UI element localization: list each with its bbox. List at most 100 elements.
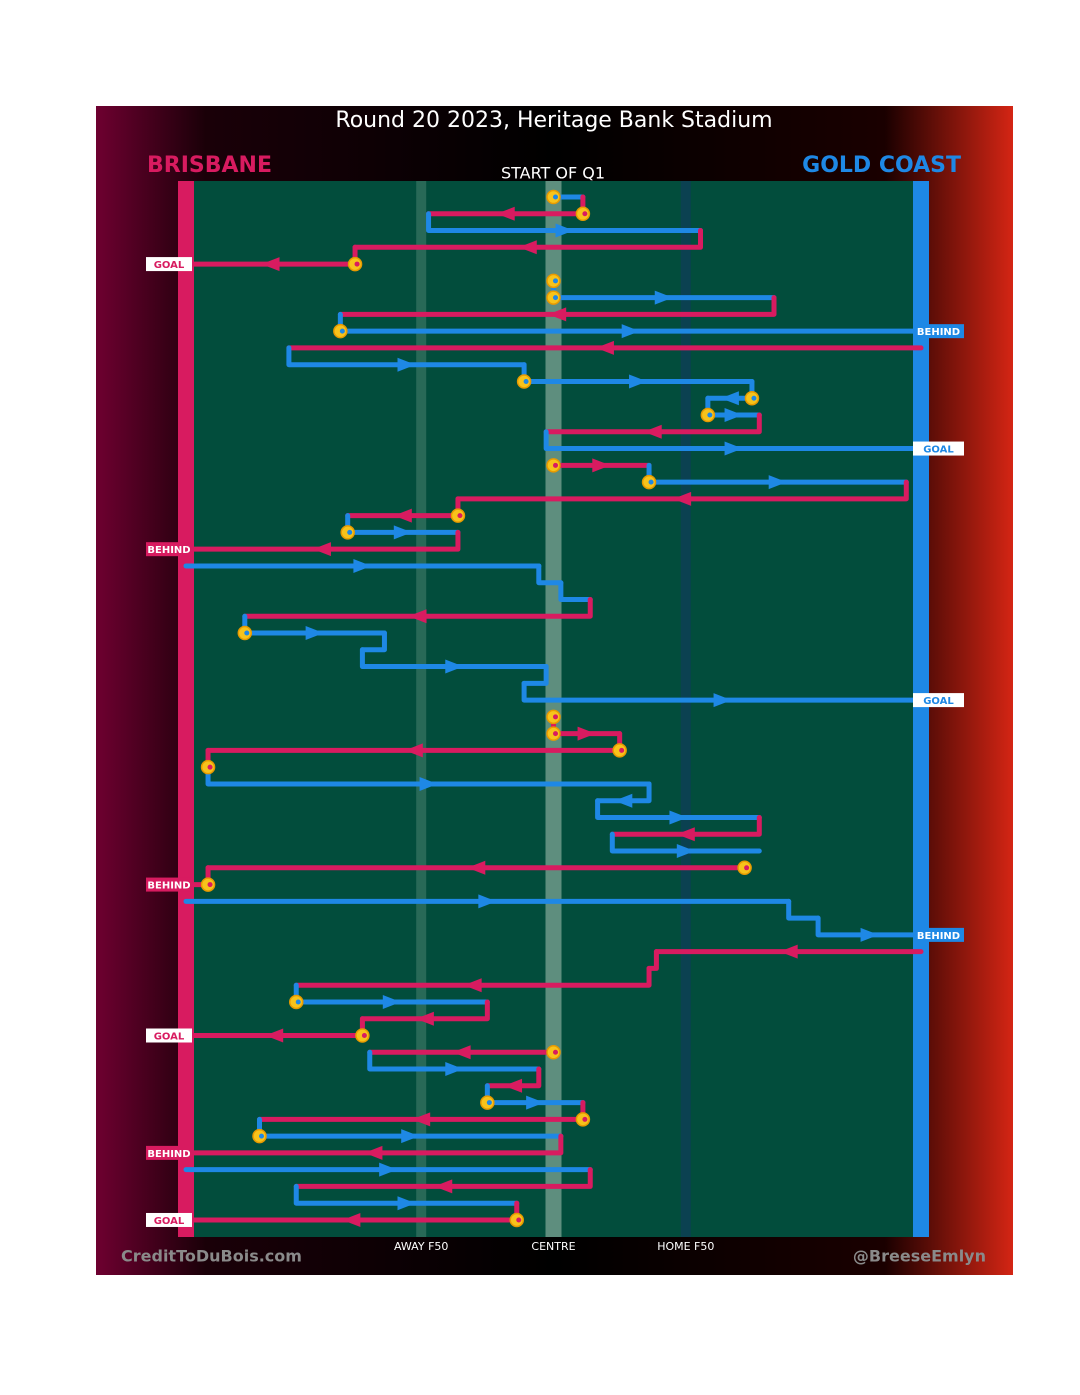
possession-marker-core	[207, 882, 213, 888]
possession-marker-core	[582, 211, 588, 217]
arrow	[713, 693, 732, 708]
arrow	[768, 475, 787, 490]
arrow	[504, 1078, 523, 1093]
arrow	[592, 458, 611, 473]
moves: GOAL BEHIND GOAL BEHIND GOAL BEHIND BEHIND GOAL…	[146, 189, 964, 1228]
arrow	[408, 609, 427, 624]
arrow	[412, 1112, 431, 1127]
footer-credit: CreditToDuBois.com	[121, 1247, 302, 1266]
arrow	[720, 391, 739, 406]
title: Round 20 2023, Heritage Bank Stadium	[335, 108, 772, 133]
result-box	[913, 693, 964, 708]
result-label: GOAL	[923, 445, 954, 456]
result-box	[146, 542, 192, 557]
arrow	[312, 542, 331, 557]
field-line	[416, 181, 427, 1237]
arrow	[463, 978, 482, 993]
arrow	[404, 743, 423, 758]
possession-marker-core	[347, 529, 353, 535]
result-label: BEHIND	[147, 1149, 190, 1160]
result-label: BEHIND	[917, 327, 960, 338]
arrow	[595, 340, 614, 355]
arrow	[643, 424, 662, 439]
move	[786, 898, 821, 921]
result-box	[146, 1028, 192, 1043]
gold-coast-goal-line	[913, 181, 929, 1237]
possession-marker-core	[553, 295, 558, 301]
move	[609, 831, 762, 854]
field-line	[545, 181, 562, 1237]
arrow	[467, 860, 486, 875]
move	[426, 211, 703, 234]
possession-marker-core	[553, 462, 558, 468]
arrow	[555, 223, 574, 238]
arrow	[629, 374, 648, 389]
arrow	[445, 1062, 464, 1077]
move	[352, 228, 703, 250]
brisbane-goal-line	[178, 181, 194, 1237]
arrow	[526, 1095, 545, 1110]
move	[521, 664, 549, 686]
possession-marker-core	[361, 1033, 367, 1038]
arrow	[621, 324, 640, 339]
arrow	[265, 1028, 284, 1043]
arrow	[419, 776, 438, 791]
move	[242, 596, 593, 619]
possession-marker-core	[648, 479, 654, 485]
arrow	[860, 927, 879, 942]
possession-marker-core	[339, 328, 345, 334]
move	[359, 630, 387, 653]
footer-handle: @BreeseEmlyn	[853, 1247, 986, 1266]
possession-marker-core	[259, 1133, 264, 1139]
result-label: GOAL	[923, 696, 954, 707]
result-box	[913, 441, 964, 456]
possession-marker-core	[553, 194, 558, 200]
arrow	[364, 1145, 383, 1160]
move	[543, 412, 762, 435]
possession-marker-core	[707, 412, 713, 418]
arrow	[676, 827, 695, 842]
result-label: GOAL	[154, 1216, 185, 1227]
move	[359, 999, 490, 1022]
move	[367, 1049, 542, 1072]
result-label: GOAL	[154, 1032, 185, 1043]
arrow	[518, 240, 537, 255]
move	[359, 647, 549, 670]
move	[609, 814, 762, 837]
arrow	[415, 1011, 434, 1026]
result-label: GOAL	[154, 260, 185, 271]
field-line-label: HOME F50	[657, 1240, 714, 1253]
field-lines: AWAY F50 CENTRE HOME F50	[394, 181, 714, 1253]
field-line-label: AWAY F50	[394, 1240, 448, 1253]
move	[293, 965, 652, 988]
possession-marker-core	[744, 865, 750, 871]
move	[293, 1167, 593, 1189]
move	[183, 529, 461, 552]
move	[183, 1133, 564, 1156]
result-box	[146, 1145, 192, 1160]
move	[293, 1183, 520, 1206]
move	[286, 345, 527, 368]
result-label: BEHIND	[147, 881, 190, 892]
result-label: BEHIND	[917, 931, 960, 942]
arrow	[305, 626, 324, 641]
arrow	[577, 726, 596, 741]
field-line	[680, 181, 691, 1237]
possession-marker-core	[751, 395, 757, 401]
possession-marker-core	[582, 1116, 588, 1122]
possession-marker-core	[553, 714, 558, 720]
possession-marker-core	[486, 1100, 492, 1106]
result-label: BEHIND	[147, 545, 190, 556]
result-box	[913, 324, 964, 339]
arrow	[445, 659, 464, 674]
possession-marker-core	[457, 513, 463, 519]
arrow	[393, 525, 412, 540]
arrow	[676, 844, 695, 859]
arrow	[452, 1045, 471, 1060]
move	[521, 680, 924, 703]
team-name: BRISBANE	[147, 153, 272, 178]
arrow	[724, 441, 743, 456]
arrow	[397, 1196, 416, 1211]
